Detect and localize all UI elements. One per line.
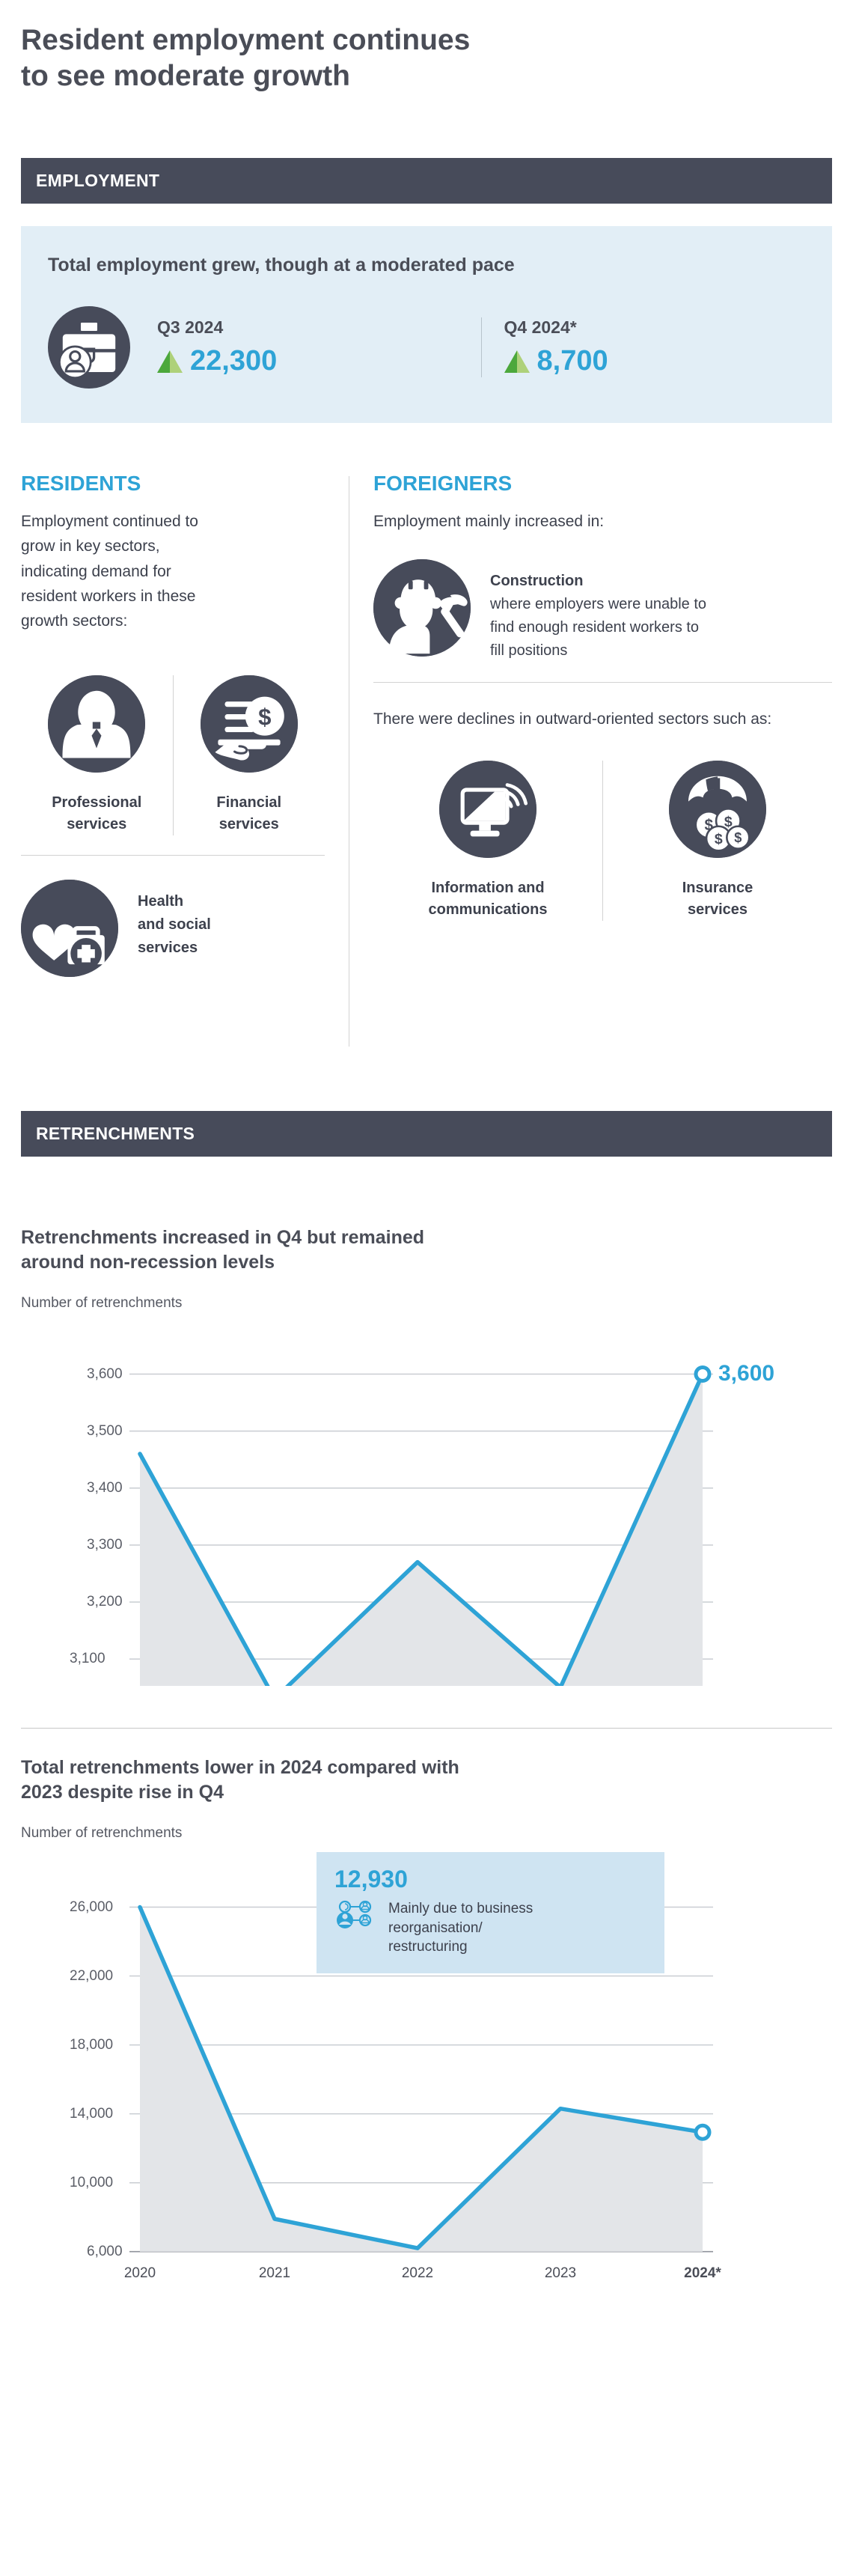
svg-text:2022: 2022 [402, 2265, 433, 2281]
svg-text:22,000: 22,000 [70, 1968, 113, 1984]
svg-text:3,200: 3,200 [87, 1594, 123, 1610]
svg-text:2020: 2020 [124, 2265, 156, 2281]
svg-text:$: $ [734, 830, 742, 845]
svg-text:3,300: 3,300 [87, 1537, 123, 1553]
svg-text:18,000: 18,000 [70, 2037, 113, 2053]
svg-text:$: $ [258, 704, 271, 730]
svg-text:3,500: 3,500 [87, 1423, 123, 1439]
svg-text:6,000: 6,000 [87, 2244, 123, 2259]
svg-text:3,600: 3,600 [718, 1361, 774, 1386]
svg-text:$: $ [715, 831, 723, 847]
svg-text:26,000: 26,000 [70, 1899, 113, 1915]
svg-text:3,100: 3,100 [70, 1651, 106, 1666]
svg-text:3,400: 3,400 [87, 1480, 123, 1496]
svg-text:2024*: 2024* [684, 2265, 721, 2281]
svg-text:2021: 2021 [259, 2265, 290, 2281]
svg-text:14,000: 14,000 [70, 2106, 113, 2122]
svg-text:3,600: 3,600 [87, 1366, 123, 1382]
svg-text:10,000: 10,000 [70, 2175, 113, 2190]
svg-text:2023: 2023 [545, 2265, 576, 2281]
